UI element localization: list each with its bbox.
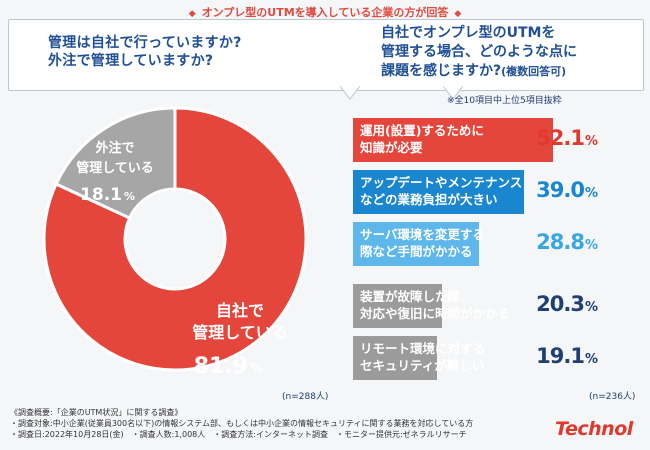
technol-logo: Technol <box>555 418 633 440</box>
question-right: 自社でオンプレ型のUTMを 管理する場合、どのような点に 課題を感じますか?(複… <box>381 24 577 81</box>
bar-item-4: 装置が故障した際、 対応や復旧に時間がかかる 20.3% <box>353 284 623 328</box>
question-left-line: 外注で管理していますか? <box>48 53 214 69</box>
bar-value: 19.1% <box>536 344 598 368</box>
pie-slice-1 <box>42 106 308 372</box>
question-right-line: 自社でオンプレ型のUTMを <box>381 25 556 41</box>
bubble-pointer-left <box>340 86 360 100</box>
bar-fill <box>353 284 442 328</box>
survey-line: 《調査概要:「企業のUTM状況」に関する調査》 <box>10 408 183 417</box>
pie-label-outsourced: 管理している <box>76 160 154 176</box>
top-items-note: ※全10項目中上位5項目抜粋 <box>447 96 562 106</box>
bar-fill <box>353 170 524 214</box>
sample-size-right: (n=236人) <box>589 392 636 402</box>
pie-slice-2 <box>54 106 177 220</box>
header-tag: ◆ オンプレ型のUTMを導入している企業の方が回答 ◆ <box>0 4 650 20</box>
pie-unit-self: % <box>250 362 263 377</box>
bar-fill <box>353 336 437 380</box>
sample-size-left: (n=288人) <box>282 392 329 402</box>
bar-fill <box>353 118 553 162</box>
bar-value: 20.3% <box>536 292 598 316</box>
bar-value: 39.0% <box>536 178 598 202</box>
bar-label: 運用(設置)するために 知識が必要 <box>360 123 484 155</box>
bar-label: サーバ環境を変更する 際など手間がかかる <box>360 227 485 259</box>
question-bubble <box>8 19 644 91</box>
diamond-icon: ◆ <box>454 9 462 19</box>
bubble-pointer-right <box>443 86 463 100</box>
pie-label-self: 管理している <box>192 323 288 342</box>
bar-label: アップデートやメンテナンス などの業務負担が大きい <box>360 175 523 207</box>
diamond-icon: ◆ <box>188 9 196 19</box>
bar-item-5: リモート環境に対する セキュリティが難しい 19.1% <box>353 336 623 380</box>
bar-item-1: 運用(設置)するために 知識が必要 52.1% <box>353 118 623 162</box>
bar-value: 52.1% <box>536 126 598 150</box>
question-right-line: 管理する場合、どのような点に <box>381 44 577 60</box>
question-right-line: 課題を感じますか? <box>381 63 502 79</box>
bar-label: リモート環境に対する セキュリティが難しい <box>360 341 486 373</box>
pie-value-outsourced: 18.1 <box>80 185 122 205</box>
question-left-line: 管理は自社で行っていますか? <box>48 35 242 51</box>
header-tag-text: オンプレ型のUTMを導入している企業の方が回答 <box>201 6 449 19</box>
survey-line: ・調査対象:中小企業(従業員300名以下)の情報システム部、もしくは中小企業の情… <box>10 419 474 428</box>
pie-label-self: 自社で <box>216 301 264 320</box>
bar-label: 装置が故障した際、 対応や復旧に時間がかかる <box>360 289 511 321</box>
bar-value: 28.8% <box>536 230 598 254</box>
bar-item-3: サーバ環境を変更する 際など手間がかかる 28.8% <box>353 222 623 266</box>
multiple-answer-note: (複数回答可) <box>501 65 567 78</box>
question-left: 管理は自社で行っていますか? 外注で管理していますか? <box>48 34 242 70</box>
bar-fill <box>353 222 479 266</box>
survey-overview: 《調査概要:「企業のUTM状況」に関する調査》 ・調査対象:中小企業(従業員30… <box>10 407 530 440</box>
survey-line: ・調査日:2022年10月28日(金) ・調査人数:1,008人 ・調査方法:イ… <box>10 430 467 439</box>
pie-unit-outsourced: % <box>124 190 135 203</box>
pie-label-outsourced: 外注で <box>94 140 134 156</box>
pie-value-self: 81.9 <box>194 354 248 379</box>
bar-item-2: アップデートやメンテナンス などの業務負担が大きい 39.0% <box>353 170 623 214</box>
